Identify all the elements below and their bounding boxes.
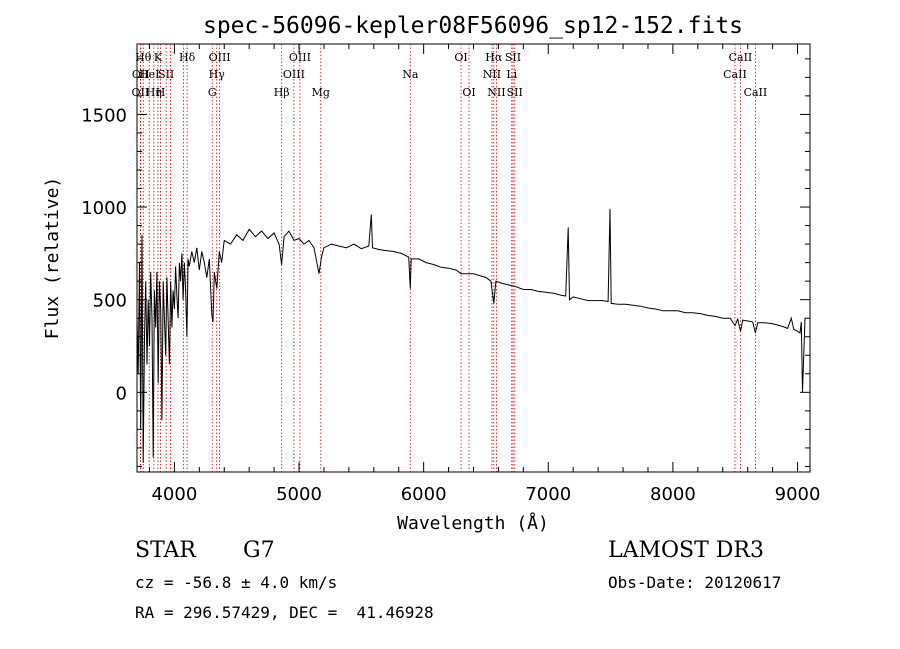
line-marker-label: Li: [506, 68, 517, 81]
plot-frame: [136, 43, 811, 473]
chart-title: spec-56096-kepler08F56096_sp12-152.fits: [203, 13, 743, 39]
line-marker-label: G: [208, 86, 217, 99]
line-marker-label: SII: [158, 68, 174, 81]
line-marker-label: H: [156, 86, 166, 99]
line-marker-label: Na: [402, 68, 419, 81]
obs-date: Obs-Date: 20120617: [608, 573, 782, 592]
line-marker-label: Mg: [312, 86, 330, 99]
line-marker-label: Hδ: [179, 51, 196, 64]
line-marker-label: SII: [505, 51, 521, 64]
x-axis-label: Wavelength (Å): [397, 512, 549, 534]
object-subclass: G7: [243, 538, 275, 563]
line-marker-label: OIII: [283, 68, 305, 81]
spectrum-line: [136, 208, 806, 463]
axis-ticks: [137, 44, 810, 472]
x-tick-label: 4000: [151, 484, 197, 505]
line-marker-label: Hγ: [209, 68, 226, 81]
line-marker-label: NII: [483, 68, 501, 81]
object-class: STAR: [135, 538, 196, 563]
coordinates: RA = 296.57429, DEC = 41.46928: [135, 603, 434, 622]
line-marker-label: CaII: [723, 68, 747, 81]
line-marker-label: NII: [487, 86, 505, 99]
line-marker-label: Hη: [146, 86, 162, 99]
line-marker-label: Hβ: [274, 86, 290, 99]
line-marker-label: CaII: [729, 51, 753, 64]
y-tick-labels: 0 500 1000 1500: [81, 105, 127, 404]
x-tick-label: 6000: [401, 484, 447, 505]
line-marker-label: OIII: [289, 51, 311, 64]
y-tick-label: 1500: [81, 105, 127, 126]
survey-label: LAMOST DR3: [608, 538, 764, 563]
y-tick-label: 1000: [81, 198, 127, 219]
x-tick-label: 9000: [775, 484, 821, 505]
line-marker-label: CaII: [744, 86, 768, 99]
line-marker-label: K: [154, 51, 163, 64]
line-marker-label: OII: [132, 68, 150, 81]
y-tick-label: 0: [116, 383, 127, 404]
x-tick-label: 8000: [650, 484, 696, 505]
line-marker-label: OII: [132, 86, 150, 99]
line-marker-layer: [139, 44, 756, 472]
line-marker-label-layer: OII OII Hθ HeI Hη K H SII Hδ G Hγ OIII Hβ OIII OIII Mg N…: [132, 51, 768, 99]
line-marker-label: OI: [462, 86, 475, 99]
line-marker-label: OI: [454, 51, 467, 64]
x-tick-labels: 4000 5000 6000 7000 8000 9000: [151, 484, 820, 505]
line-marker-label: Hθ: [135, 51, 152, 64]
line-marker-label: Hα: [485, 51, 503, 64]
line-marker-label: OIII: [209, 51, 231, 64]
line-marker-label: SII: [507, 86, 523, 99]
y-axis-label: Flux (relative): [42, 177, 63, 340]
x-tick-label: 7000: [525, 484, 571, 505]
y-tick-label: 500: [93, 291, 127, 312]
redshift-readout: cz = -56.8 ± 4.0 km/s: [135, 573, 338, 592]
line-marker-label: HeI: [139, 68, 159, 81]
x-tick-label: 5000: [276, 484, 322, 505]
